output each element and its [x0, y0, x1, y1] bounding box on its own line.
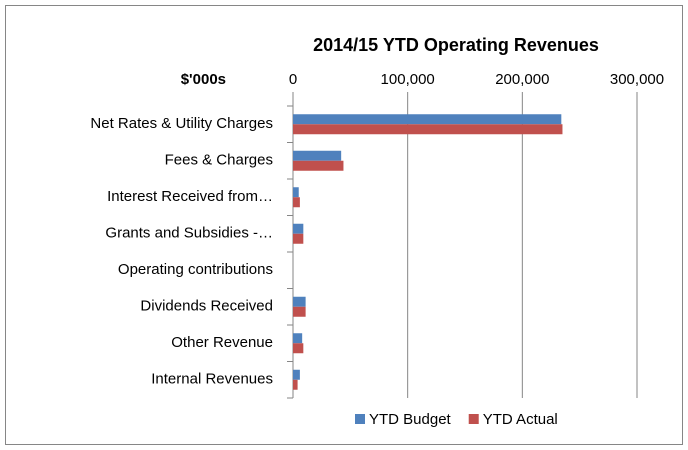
y-tick-label: Operating contributions: [118, 261, 273, 278]
bar: [293, 343, 304, 354]
legend-swatch: [355, 414, 365, 424]
chart-border: [5, 5, 683, 445]
y-tick-label: Fees & Charges: [165, 152, 273, 169]
bar: [293, 187, 299, 198]
x-tick-label: 200,000: [495, 71, 549, 88]
bar: [293, 197, 300, 208]
x-tick-label: 0: [289, 71, 297, 88]
y-tick-label: Grants and Subsidies -…: [105, 225, 273, 242]
legend-label: YTD Actual: [483, 411, 558, 428]
y-tick-label: Other Revenue: [171, 334, 273, 351]
bar: [293, 160, 344, 171]
legend-swatch: [468, 414, 479, 424]
bar: [293, 124, 563, 135]
legend-label: YTD Budget: [369, 411, 452, 428]
y-tick-label: Interest Received from…: [107, 188, 273, 205]
y-tick-label: Dividends Received: [140, 298, 273, 315]
bar: [293, 296, 306, 307]
bar: [293, 233, 304, 244]
bar: [293, 333, 303, 344]
bar: [293, 223, 304, 234]
bar: [293, 369, 300, 380]
bar: [293, 114, 562, 125]
x-tick-label: 100,000: [381, 71, 435, 88]
axis-label: $'000s: [181, 71, 226, 88]
bar: [293, 150, 342, 161]
x-tick-label: 300,000: [610, 71, 664, 88]
chart-title: 2014/15 YTD Operating Revenues: [313, 35, 599, 55]
bar: [293, 379, 298, 390]
y-tick-label: Internal Revenues: [151, 371, 273, 388]
bar: [293, 306, 306, 317]
y-tick-label: Net Rates & Utility Charges: [90, 115, 273, 132]
